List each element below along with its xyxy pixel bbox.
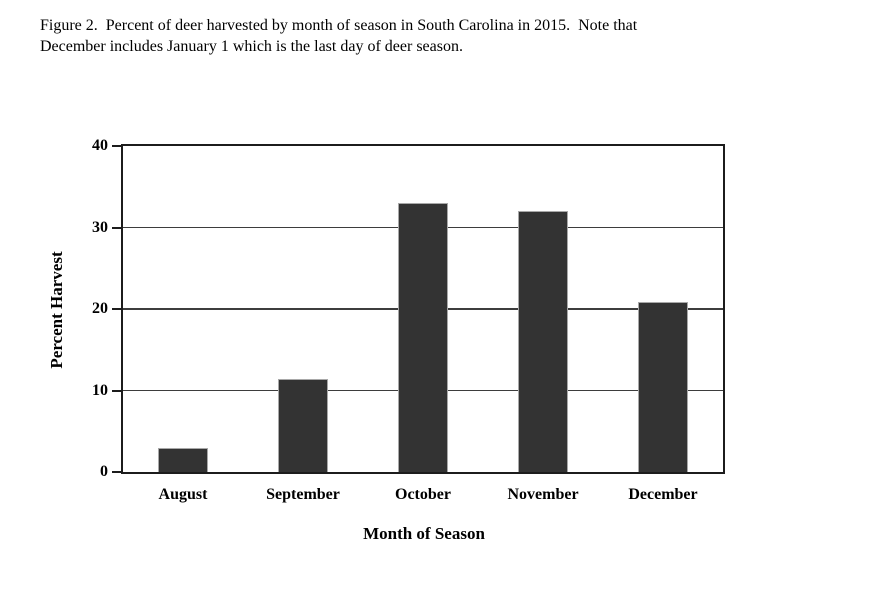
x-axis-title: Month of Season xyxy=(363,524,485,543)
bar-august xyxy=(158,447,208,472)
y-tick-mark-30 xyxy=(112,226,121,229)
x-tick-label-august: August xyxy=(158,486,208,503)
x-tick-label-november: November xyxy=(507,486,579,503)
y-axis-title: Percent Harvest xyxy=(47,251,66,369)
y-tick-mark-0 xyxy=(112,471,121,473)
y-tick-mark-40 xyxy=(112,145,121,147)
y-tick-mark-10 xyxy=(112,389,121,392)
figure-caption-line-2: December includes January 1 which is the… xyxy=(40,38,463,55)
y-tick-mark-20 xyxy=(112,308,121,310)
bar-october xyxy=(398,203,448,472)
plot-area: 0 10 20 30 40 August September October November D… xyxy=(92,137,725,503)
bar-september xyxy=(278,379,328,472)
x-tick-label-december: December xyxy=(628,486,698,503)
bar-december xyxy=(638,302,688,472)
y-tick-label-10: 10 xyxy=(92,381,108,399)
y-tick-label-40: 40 xyxy=(92,137,108,154)
figure-caption: Figure 2. Percent of deer harvested by m… xyxy=(40,15,855,57)
bar-november xyxy=(518,211,568,472)
y-tick-label-20: 20 xyxy=(92,300,108,317)
y-tick-label-0: 0 xyxy=(100,463,108,480)
x-tick-label-september: September xyxy=(266,486,340,503)
y-tick-label-30: 30 xyxy=(92,218,108,236)
x-tick-label-october: October xyxy=(395,486,451,503)
figure-caption-line-1: Figure 2. Percent of deer harvested by m… xyxy=(40,17,638,34)
